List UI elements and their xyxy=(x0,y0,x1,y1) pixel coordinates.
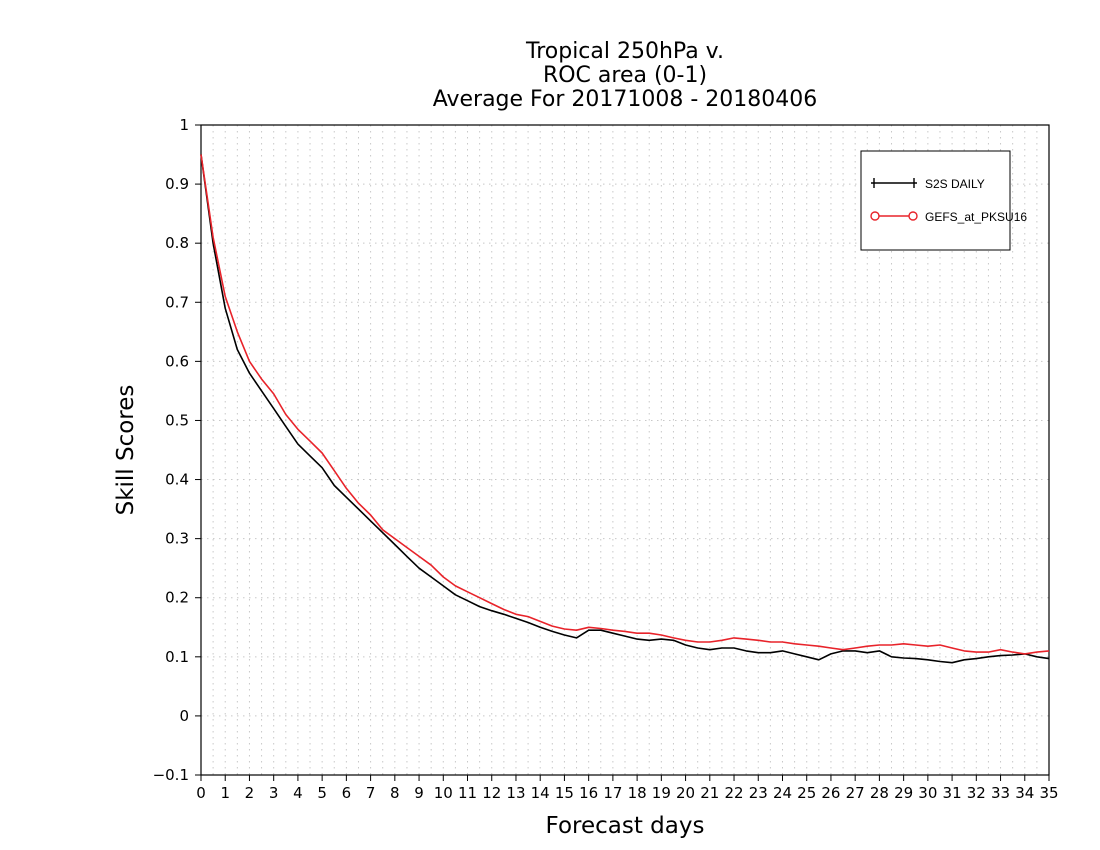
x-tick-label: 22 xyxy=(724,784,743,802)
x-tick-label: 8 xyxy=(390,784,400,802)
y-tick-label: 0.9 xyxy=(165,175,189,193)
x-tick-label: 11 xyxy=(458,784,477,802)
x-tick-label: 9 xyxy=(414,784,424,802)
y-tick-label: 0.8 xyxy=(165,234,189,252)
x-tick-label: 25 xyxy=(797,784,816,802)
y-axis-ticks: −0.1 0 0.1 0.2 0.3 0.4 0.5 0.6 0.7 0.8 0.9 1 xyxy=(153,116,201,784)
x-tick-label: 19 xyxy=(652,784,671,802)
chart-title-line-3: Average For 20171008 - 20180406 xyxy=(433,87,818,112)
legend-label: S2S DAILY xyxy=(925,177,985,191)
x-tick-label: 18 xyxy=(628,784,647,802)
x-tick-label: 35 xyxy=(1039,784,1058,802)
x-tick-label: 15 xyxy=(555,784,574,802)
y-tick-label: −0.1 xyxy=(153,766,189,784)
y-tick-label: 0 xyxy=(179,707,189,725)
x-tick-label: 34 xyxy=(1015,784,1034,802)
chart-title: Tropical 250hPa v.ROC area (0-1)Average … xyxy=(433,39,818,112)
x-tick-label: 31 xyxy=(943,784,962,802)
chart-title-line-2: ROC area (0-1) xyxy=(543,63,707,88)
x-tick-label: 29 xyxy=(894,784,913,802)
x-tick-label: 27 xyxy=(846,784,865,802)
chart-title-line-1: Tropical 250hPa v. xyxy=(525,39,724,64)
x-axis-label: Forecast days xyxy=(546,813,705,839)
plot-frame xyxy=(200,124,1050,776)
x-tick-label: 12 xyxy=(482,784,501,802)
x-axis-ticks: 0 1 2 3 4 5 6 7 8 9 10 11 12 13 14 15 16 17 18 19 20 21 22 23 24… xyxy=(196,775,1059,802)
x-tick-label: 7 xyxy=(366,784,376,802)
x-tick-label: 20 xyxy=(676,784,695,802)
y-tick-label: 0.5 xyxy=(165,411,189,429)
x-tick-label: 2 xyxy=(245,784,255,802)
x-tick-label: 28 xyxy=(870,784,889,802)
y-tick-label: 0.3 xyxy=(165,530,189,548)
x-tick-label: 3 xyxy=(269,784,279,802)
x-tick-label: 1 xyxy=(220,784,230,802)
y-tick-label: 1 xyxy=(179,116,189,134)
x-tick-label: 0 xyxy=(196,784,206,802)
x-tick-label: 5 xyxy=(317,784,327,802)
x-tick-label: 13 xyxy=(506,784,525,802)
x-tick-label: 32 xyxy=(967,784,986,802)
series-lines xyxy=(200,154,1050,664)
y-tick-label: 0.7 xyxy=(165,293,189,311)
y-tick-label: 0.6 xyxy=(165,352,189,370)
y-tick-label: 0.1 xyxy=(165,648,189,666)
series-line-1 xyxy=(200,154,1050,664)
x-tick-label: 14 xyxy=(531,784,550,802)
series-line-2 xyxy=(200,154,1050,655)
x-tick-label: 17 xyxy=(603,784,622,802)
legend: S2S DAILY GEFS_at_PKSU16 xyxy=(860,150,1027,251)
x-tick-label: 30 xyxy=(918,784,937,802)
y-axis-label: Skill Scores xyxy=(113,385,139,516)
x-tick-label: 26 xyxy=(821,784,840,802)
x-tick-label: 10 xyxy=(434,784,453,802)
x-tick-label: 23 xyxy=(749,784,768,802)
y-tick-label: 0.2 xyxy=(165,589,189,607)
legend-box xyxy=(860,150,1011,251)
x-tick-label: 33 xyxy=(991,784,1010,802)
x-tick-label: 4 xyxy=(293,784,303,802)
legend-label: GEFS_at_PKSU16 xyxy=(925,210,1027,224)
x-tick-label: 24 xyxy=(773,784,792,802)
y-tick-label: 0.4 xyxy=(165,471,189,489)
legend-marker-circle xyxy=(870,211,880,221)
legend-marker-circle xyxy=(908,211,918,221)
x-tick-label: 16 xyxy=(579,784,598,802)
x-tick-label: 6 xyxy=(342,784,352,802)
x-tick-label: 21 xyxy=(700,784,719,802)
